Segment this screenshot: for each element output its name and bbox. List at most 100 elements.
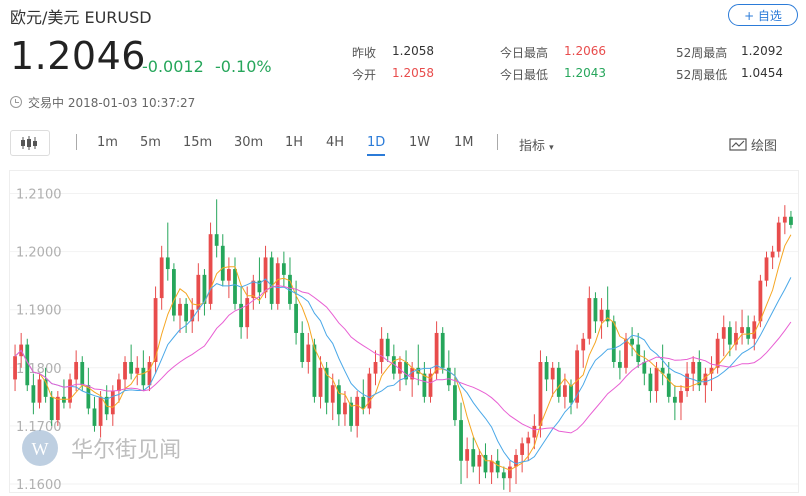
ma5-line: [14, 234, 792, 471]
candle-body: [538, 362, 543, 426]
candle-body: [80, 362, 85, 386]
candle-body: [367, 373, 372, 409]
candle-body: [55, 396, 60, 421]
period-5m[interactable]: 5m: [140, 135, 161, 150]
candle-body: [245, 298, 250, 328]
candle-body: [214, 234, 219, 246]
indicator-dropdown[interactable]: 指标 ▾: [519, 135, 554, 154]
candle-body: [752, 321, 757, 339]
week52-low-value: 1.0454: [741, 66, 783, 80]
candle-body: [257, 280, 262, 293]
candlestick-type-button[interactable]: [10, 130, 50, 156]
candle-body: [153, 298, 158, 362]
candle-body: [660, 367, 665, 374]
candle-body: [636, 344, 641, 362]
candle-body: [43, 379, 48, 397]
prev-close-label: 昨收: [352, 46, 377, 60]
candle-body: [172, 269, 176, 316]
candle-body: [709, 367, 714, 374]
candle-body: [679, 391, 683, 403]
draw-button[interactable]: 绘图: [729, 135, 777, 154]
candle-body: [514, 454, 518, 467]
candle-body: [465, 449, 470, 461]
ma10-line: [14, 277, 792, 465]
kline-chart[interactable]: 1.2100 1.2000 1.1900 1.1800 1.1700 1.1600: [9, 170, 799, 496]
svg-text:W: W: [32, 439, 49, 459]
candle-body: [575, 350, 580, 403]
y-tick-label: 1.2000: [16, 246, 62, 261]
candle-body: [520, 443, 525, 455]
y-tick-label: 1.2100: [16, 188, 62, 203]
candle-body: [208, 234, 213, 304]
candle-body: [770, 251, 775, 258]
candle-body: [147, 362, 152, 386]
candle-body: [68, 379, 72, 403]
period-15m[interactable]: 15m: [183, 135, 213, 150]
candle-body: [385, 338, 390, 357]
candle-body: [190, 309, 195, 322]
chart-toolbar: 1m 5m 15m 30m 1H 4H 1D 1W 1M 指标 ▾ 绘图: [0, 126, 806, 160]
candle-body: [740, 327, 744, 333]
period-1w[interactable]: 1W: [409, 135, 431, 150]
candle-body: [330, 385, 335, 403]
candlestick-icon: [21, 136, 37, 150]
candle-body: [98, 396, 103, 426]
candle-body: [62, 396, 66, 403]
period-1h[interactable]: 1H: [285, 135, 304, 150]
period-1mo[interactable]: 1M: [454, 135, 474, 150]
caret-down-icon: ▾: [549, 143, 554, 153]
candle-body: [764, 257, 769, 281]
period-30m[interactable]: 30m: [234, 135, 264, 150]
candle-body: [642, 362, 647, 374]
candle-body: [306, 344, 311, 362]
candle-body: [300, 332, 305, 362]
candle-body: [422, 373, 427, 397]
week52-high-label: 52周最高: [676, 46, 728, 60]
candle-body: [715, 338, 720, 368]
trading-status: 交易中 2018-01-03 10:37:27: [10, 94, 195, 111]
candle-body: [495, 460, 500, 473]
y-tick-label: 1.1700: [16, 420, 62, 435]
candle-body: [312, 344, 317, 397]
candle-body: [569, 385, 573, 403]
candle-body: [165, 257, 170, 270]
last-price: 1.2046: [10, 34, 146, 78]
indicator-label: 指标: [519, 139, 546, 154]
price-change: -0.0012: [142, 57, 204, 76]
toolbar-separator: [497, 134, 498, 150]
period-4h[interactable]: 4H: [326, 135, 345, 150]
candle-body: [758, 280, 763, 322]
candle-body: [550, 367, 555, 380]
candle-body: [685, 373, 689, 392]
candle-body: [746, 327, 751, 339]
candle-body: [410, 367, 415, 380]
candle-body: [611, 321, 616, 362]
period-1d[interactable]: 1D: [367, 135, 386, 156]
price-change-percent: -0.10%: [215, 57, 272, 76]
candle-body: [220, 245, 225, 281]
candle-body: [648, 373, 653, 392]
candle-body: [532, 425, 537, 438]
kline-svg[interactable]: 1.2100 1.2000 1.1900 1.1800 1.1700 1.1600: [10, 171, 798, 496]
instrument-title: 欧元/美元 EURUSD: [10, 8, 152, 27]
candle-body: [446, 367, 451, 386]
candle-body: [343, 402, 347, 415]
candle-body: [110, 391, 115, 415]
candle-body: [471, 449, 476, 467]
candle-body: [178, 303, 182, 316]
watermark: W 华尔街见闻: [20, 428, 181, 468]
candle-body: [544, 362, 549, 380]
y-tick-label: 1.1600: [16, 478, 62, 492]
candle-body: [361, 396, 366, 409]
add-watchlist-button[interactable]: + 自选: [728, 4, 798, 26]
day-low-label: 今日最低: [500, 68, 549, 82]
candle-body: [508, 466, 512, 479]
candle-body: [666, 373, 671, 397]
candle-body: [129, 362, 134, 374]
day-high-value: 1.2066: [564, 44, 606, 58]
candle-body: [440, 332, 445, 368]
candle-body: [404, 362, 408, 380]
candle-body: [135, 367, 140, 374]
period-1m[interactable]: 1m: [97, 135, 118, 150]
candle-body: [123, 362, 127, 380]
